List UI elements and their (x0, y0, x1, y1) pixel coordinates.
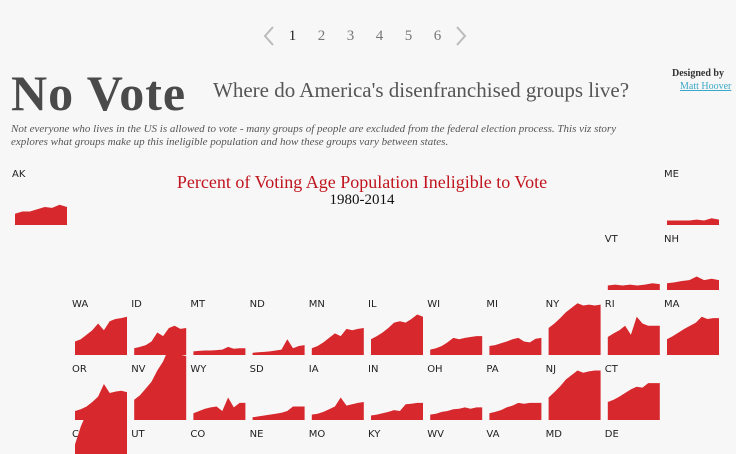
area-ma[interactable] (667, 316, 719, 355)
area-id[interactable] (134, 325, 187, 355)
state-label-nv: NV (131, 364, 146, 375)
area-ri[interactable] (607, 316, 660, 355)
state-label-nd: ND (249, 299, 265, 310)
area-ca[interactable] (75, 395, 127, 454)
area-in[interactable] (371, 402, 423, 420)
state-label-in: IN (368, 364, 379, 375)
state-label-wa: WA (72, 299, 89, 310)
area-wy[interactable] (193, 397, 246, 421)
state-label-ct: CT (604, 364, 618, 375)
chevron-left-icon[interactable] (260, 24, 278, 48)
area-nv[interactable] (134, 348, 187, 420)
state-label-de: DE (604, 429, 619, 440)
state-label-ma: MA (664, 299, 680, 310)
area-vt[interactable] (607, 283, 660, 290)
state-label-nj: NJ (545, 364, 557, 375)
area-pa[interactable] (489, 402, 542, 420)
story-page-1[interactable]: 1 (288, 27, 297, 44)
area-nj[interactable] (548, 370, 601, 421)
area-oh[interactable] (430, 407, 483, 420)
story-page-4[interactable]: 4 (375, 27, 384, 44)
area-mt[interactable] (193, 346, 246, 355)
state-label-il: IL (368, 299, 377, 310)
story-page-3[interactable]: 3 (346, 27, 355, 44)
state-label-mt: MT (190, 299, 206, 310)
state-label-id: ID (131, 299, 142, 310)
state-label-ny: NY (545, 299, 560, 310)
chevron-right-icon[interactable] (452, 24, 470, 48)
state-label-ky: KY (368, 429, 381, 440)
state-label-wi: WI (427, 299, 441, 310)
area-nh[interactable] (667, 276, 719, 291)
story-page-5[interactable]: 5 (404, 27, 413, 44)
story-pager: 1 2 3 4 5 6 (260, 24, 470, 48)
state-label-sd: SD (249, 364, 264, 375)
area-me[interactable] (667, 218, 719, 225)
state-label-wv: WV (427, 429, 444, 440)
area-sd[interactable] (252, 406, 305, 421)
page-title: No Vote (11, 65, 187, 121)
state-label-ak: AK (12, 169, 26, 180)
story-page-2[interactable]: 2 (317, 27, 326, 44)
state-label-va: VA (486, 429, 500, 440)
state-label-ne: NE (249, 429, 264, 440)
state-label-or: OR (72, 364, 87, 375)
state-label-mi: MI (486, 299, 498, 310)
chart-title: Percent of Voting Age Population Ineligi… (176, 172, 548, 192)
area-il[interactable] (371, 314, 423, 356)
area-ak[interactable] (15, 204, 67, 225)
state-label-ia: IA (308, 364, 319, 375)
state-label-mn: MN (308, 299, 325, 310)
area-nd[interactable] (252, 339, 305, 355)
designed-by-label: Designed by (672, 68, 724, 79)
area-mn[interactable] (311, 328, 364, 355)
area-ia[interactable] (311, 397, 364, 421)
state-label-ut: UT (131, 429, 145, 440)
state-label-mo: MO (308, 429, 326, 440)
chart-subtitle: 1980-2014 (329, 192, 395, 208)
author-link[interactable]: Matt Hoover (680, 81, 732, 92)
area-ny[interactable] (548, 303, 601, 355)
area-ct[interactable] (607, 383, 660, 420)
state-label-co: CO (190, 429, 206, 440)
state-label-nh: NH (664, 234, 679, 245)
state-label-ri: RI (604, 299, 615, 310)
page-subtitle: Where do America's disenfranchised group… (213, 78, 630, 102)
state-label-me: ME (664, 169, 679, 180)
state-label-pa: PA (486, 364, 499, 375)
area-mi[interactable] (489, 337, 542, 355)
state-label-wy: WY (190, 364, 207, 375)
state-label-oh: OH (427, 364, 443, 375)
area-wi[interactable] (430, 336, 483, 355)
state-label-md: MD (545, 429, 562, 440)
state-label-vt: VT (604, 234, 618, 245)
area-wa[interactable] (75, 316, 127, 355)
intro-text: Not everyone who lives in the US is allo… (11, 123, 617, 148)
story-page-6[interactable]: 6 (433, 27, 442, 44)
